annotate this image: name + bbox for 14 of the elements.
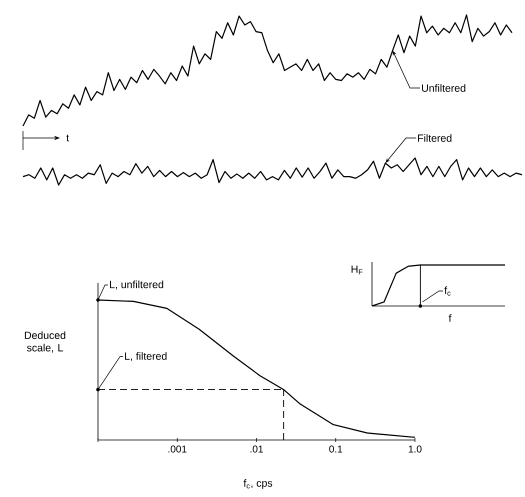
- annotation: L, filtered: [125, 352, 167, 362]
- y-axis-title: H$_{F}$: [352, 266, 362, 274]
- y-axis-title: Deduced scale, L: [24, 331, 66, 353]
- x-tick-label: .01: [250, 446, 263, 453]
- annotation: f$_{c}$: [444, 286, 451, 296]
- x-axis-title: f: [448, 314, 452, 322]
- text: t: [66, 134, 70, 142]
- x-tick-label: .001: [168, 446, 186, 453]
- x-axis-title: f$_{c}$, cps: [244, 479, 272, 489]
- x-tick-label: 1.0: [408, 446, 422, 453]
- annotation: L, unfiltered: [110, 280, 164, 290]
- x-tick-label: 0.1: [329, 446, 342, 453]
- series-label: Filtered: [418, 134, 452, 142]
- text: Unfiltered: [422, 84, 466, 92]
